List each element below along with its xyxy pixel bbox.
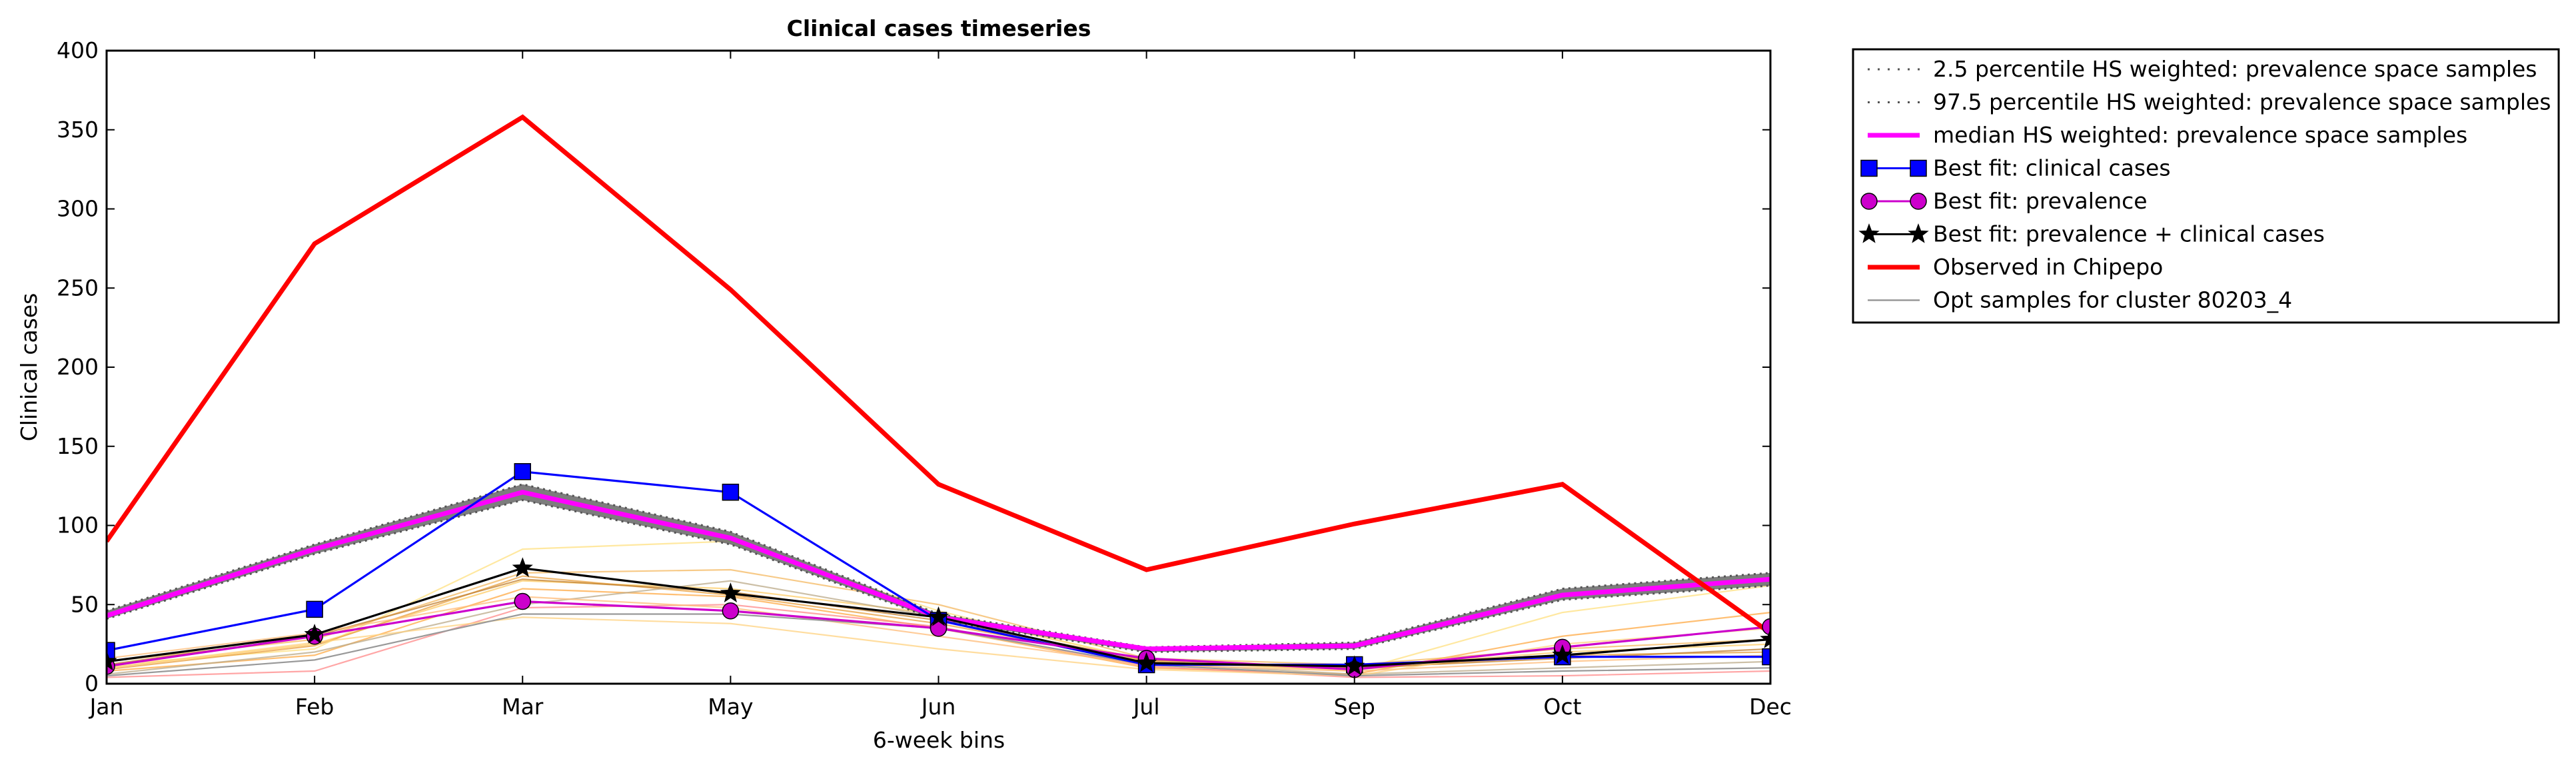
y-tick-label-0: 0 [85,670,99,696]
point-best-fit-clinical-Jan [107,642,115,659]
y-axis-label: Clinical cases [16,293,42,442]
point-best-fit-combined-Jun [928,606,950,626]
legend-entry-4-label: Best fit: clinical cases [1933,155,2171,181]
legend-entry-6-marker-right [1908,223,1929,243]
legend-entry-4-marker-left [1860,159,1878,177]
series-line-2.5-percentile [107,498,1770,654]
point-best-fit-prevalence-Dec [1762,618,1770,636]
plot-frame [105,49,1772,685]
point-best-fit-combined-Feb [304,623,325,644]
x-tick-label-Jul: Jul [1132,694,1160,720]
y-tick-label-50: 50 [71,591,99,617]
point-best-fit-combined-Jan [107,650,117,671]
legend-entry-6-marker-left [1858,223,1880,243]
y-tick-label-400: 400 [57,37,99,63]
x-tick-label-Jun: Jun [920,694,956,720]
point-best-fit-combined-Oct [1552,644,1573,664]
x-tick-label-Jan: Jan [89,694,124,720]
point-best-fit-combined-Sep [1344,655,1365,676]
x-tick-label-May: May [708,694,753,720]
point-best-fit-clinical-May [722,483,740,501]
x-tick-label-Feb: Feb [295,694,334,720]
point-best-fit-prevalence-May [722,602,740,620]
point-best-fit-clinical-Dec [1762,648,1770,666]
x-tick-label-Sep: Sep [1334,694,1375,720]
legend-entry-8-label: Opt samples for cluster 80203_4 [1933,287,2292,313]
series-line-97.5-percentile [107,483,1770,648]
point-best-fit-prevalence-Mar [514,592,531,610]
y-tick-label-300: 300 [57,196,99,222]
point-best-fit-prevalence-Jun [930,620,948,637]
legend-entry-7-label: Observed in Chipepo [1933,254,2163,280]
x-axis-label: 6-week bins [873,727,1005,753]
chart-title: Clinical cases timeseries [787,15,1091,41]
y-tick-label-100: 100 [57,512,99,538]
point-best-fit-clinical-Feb [306,600,323,618]
series-lines [107,114,1770,678]
point-best-fit-combined-Dec [1760,628,1770,648]
point-best-fit-combined-May [720,582,741,602]
legend-entry-1-label: 2.5 percentile HS weighted: prevalence s… [1933,56,2537,82]
series-line-observed [107,114,1770,635]
x-tick-label-Dec: Dec [1749,694,1792,720]
legend-entry-3-label: median HS weighted: prevalence space sam… [1933,122,2467,148]
point-best-fit-clinical-Mar [514,463,531,480]
point-best-fit-combined-Jul [1136,652,1157,672]
legend-entry-5-marker-left [1860,193,1878,210]
legend-entry-6-label: Best fit: prevalence + clinical cases [1933,221,2325,247]
legend-entry-5-marker-right [1910,193,1927,210]
legend: 2.5 percentile HS weighted: prevalence s… [1852,48,2560,324]
x-tick-label-Oct: Oct [1543,694,1581,720]
y-tick-label-250: 250 [57,275,99,301]
legend-entry-2-label: 97.5 percentile HS weighted: prevalence … [1933,89,2551,115]
legend-entry-4-marker-right [1910,159,1927,177]
series-markers [107,463,1770,678]
plot-layer: 0 50 100 150 200 250 300 350 400 Jan Feb Mar May Jun J… [57,37,1792,720]
y-tick-label-150: 150 [57,433,99,459]
y-tick-label-350: 350 [57,117,99,143]
point-best-fit-combined-Mar [512,557,533,577]
legend-entry-5-label: Best fit: prevalence [1933,188,2148,214]
y-tick-label-200: 200 [57,354,99,380]
legend-box [1852,48,2560,324]
x-tick-label-Mar: Mar [502,694,544,720]
